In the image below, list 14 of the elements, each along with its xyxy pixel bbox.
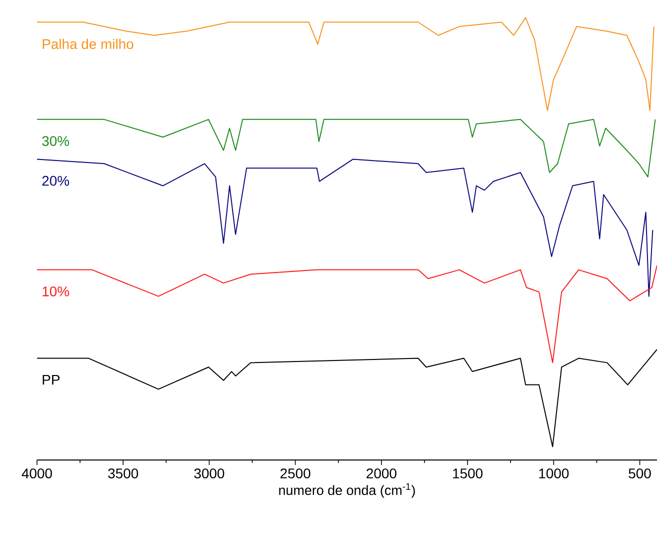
x-tick-label: 4000	[22, 468, 52, 478]
x-tick-label: 1500	[453, 468, 483, 478]
x-tick-label: 3000	[194, 468, 224, 478]
series-label: 30%	[42, 136, 70, 146]
x-axis-title: numero de onda (cm$^{-1}$)	[279, 483, 415, 498]
x-tick-label: 2000	[366, 468, 396, 478]
x-tick-label: 2500	[280, 468, 310, 478]
series-label: 10%	[42, 286, 70, 296]
series-label: Palha de milho	[42, 38, 134, 50]
series-label: 20%	[42, 176, 70, 186]
series-label: PP	[42, 374, 60, 385]
x-tick-label: 500	[628, 468, 651, 478]
x-tick-label: 3500	[108, 468, 138, 478]
x-tick-label: 1000	[539, 468, 569, 478]
